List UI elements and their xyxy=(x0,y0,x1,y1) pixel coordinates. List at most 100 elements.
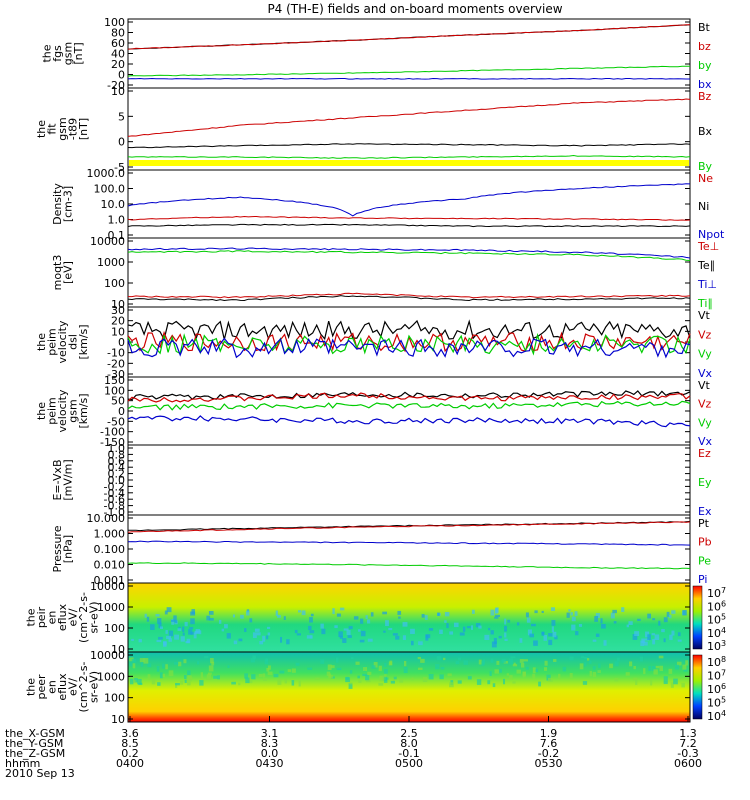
spectrogram-texture xyxy=(129,655,689,689)
y-label-line: moqt3 xyxy=(51,255,64,291)
y-tick-label: 10.0 xyxy=(101,198,126,211)
y-label-line: (cm^2-s- xyxy=(77,592,90,643)
y-tick-label: 0.2 xyxy=(108,468,126,481)
y-tick-label: 10 xyxy=(111,85,125,98)
y-label-line: fit xyxy=(46,123,59,135)
series-line-By xyxy=(127,154,691,159)
x-row-label: hhmm xyxy=(5,757,40,770)
series-line-Bx xyxy=(127,143,691,149)
x-tick-label: 2.5 xyxy=(400,727,418,740)
panel-2: 1000.0 100.0 10.0 1.0 0.1 Density[cm-3] Ne Ni Np… xyxy=(51,167,725,242)
y-label-line: -t89 xyxy=(67,118,80,140)
series-line-Pe xyxy=(127,562,691,570)
series-line-Npot xyxy=(127,183,691,217)
panel-frame xyxy=(127,376,691,446)
y-tick-label: 1000 xyxy=(97,670,125,683)
y-label-line: the xyxy=(35,333,48,351)
y-tick-label: 0.0 xyxy=(108,474,126,487)
colorbar-label: 106 xyxy=(707,682,726,696)
panel-frame xyxy=(127,444,691,516)
legend-entry: Bz xyxy=(698,90,712,103)
series-line-Pi xyxy=(127,540,691,546)
colorbar-label: 108 xyxy=(707,655,726,669)
legend-entry: Ni xyxy=(698,200,709,213)
legend-entry: bx xyxy=(698,78,712,91)
y-tick-label: 1000.0 xyxy=(87,167,126,180)
y-label-line: Pressure xyxy=(51,525,64,572)
x-tick-label: 3.6 xyxy=(121,727,139,740)
x-row-label: the_Z-GSM xyxy=(5,747,65,760)
y-tick-label: 0 xyxy=(118,405,125,418)
x-tick-label: 1.9 xyxy=(540,727,558,740)
y-tick-label: 60 xyxy=(111,37,125,50)
series-line-Ti∥ xyxy=(127,250,691,261)
y-label-line: [mV/m] xyxy=(61,459,74,500)
y-tick-label: 0 xyxy=(118,136,125,149)
y-tick-label: 100 xyxy=(104,384,125,397)
y-label-line: the xyxy=(40,44,53,62)
x-tick-label: -0.2 xyxy=(538,747,559,760)
y-tick-label: 20 xyxy=(111,315,125,328)
y-tick-label: -150 xyxy=(100,436,125,449)
series-line-Ti⊥ xyxy=(127,247,691,259)
series-line-Bz xyxy=(127,98,691,137)
y-tick-label: -5 xyxy=(114,161,125,174)
legend-entry: Pb xyxy=(698,536,712,549)
legend-entry: Bt xyxy=(698,21,711,34)
y-label-line: Density xyxy=(51,183,64,225)
legend-entry: By xyxy=(698,160,713,173)
colorbar-label: 105 xyxy=(707,696,726,710)
series-line-Vz xyxy=(127,392,691,403)
y-axis-label: Pressure[nPa] xyxy=(51,525,75,572)
y-label-line: [cm-3] xyxy=(61,186,74,222)
y-tick-label: 1.0 xyxy=(108,442,126,455)
y-label-line: the xyxy=(35,120,48,138)
series-line-Te⊥ xyxy=(128,292,691,299)
series-line-Pb xyxy=(127,521,691,533)
x-row-label: the_Y-GSM xyxy=(5,737,63,750)
x-tick-label: 3.1 xyxy=(261,727,279,740)
x-tick-label: 8.3 xyxy=(261,737,279,750)
series-line-Vt xyxy=(127,319,691,342)
y-axis-label: moqt3[eV] xyxy=(51,255,75,291)
x-date-label: 2010 Sep 13 xyxy=(5,767,75,780)
y-tick-label: 10 xyxy=(111,298,125,311)
y-tick-label: -1.0 xyxy=(104,506,125,519)
legend-entry: Vt xyxy=(698,309,711,322)
y-tick-label: -0.4 xyxy=(104,487,125,500)
y-tick-label: 0.4 xyxy=(108,461,126,474)
legend-entry: Te⊥ xyxy=(697,240,719,253)
y-tick-label: -30 xyxy=(107,368,125,381)
y-label-line: eflux xyxy=(56,673,69,701)
x-tick-label: 0.2 xyxy=(121,747,139,760)
y-tick-label: 10000 xyxy=(90,235,125,248)
legend-entry: Ex xyxy=(698,505,712,518)
y-label-line: [km/s] xyxy=(77,393,90,428)
legend-entry: Vt xyxy=(698,379,711,392)
y-label-line: en xyxy=(46,611,59,625)
y-axis-label: Density[cm-3] xyxy=(51,183,75,225)
y-tick-label: 1.000 xyxy=(94,528,126,541)
y-label-line: peir xyxy=(35,606,48,628)
y-tick-label: 0.1 xyxy=(108,229,126,242)
legend-entry: Te∥ xyxy=(697,259,715,272)
legend-entry: Vz xyxy=(698,398,712,411)
y-label-line: the xyxy=(25,608,38,626)
y-tick-label: 0.6 xyxy=(108,455,126,468)
x-tick-label: 0600 xyxy=(674,757,702,770)
y-tick-label: 0.001 xyxy=(94,574,126,587)
legend-entry: Vx xyxy=(698,435,713,448)
y-label-line: sr-eV) xyxy=(88,671,101,703)
y-tick-label: 10000 xyxy=(90,649,125,662)
x-tick-label: -0.1 xyxy=(398,747,419,760)
y-label-line: [km/s] xyxy=(77,324,90,359)
x-tick-label: 1.3 xyxy=(679,727,697,740)
